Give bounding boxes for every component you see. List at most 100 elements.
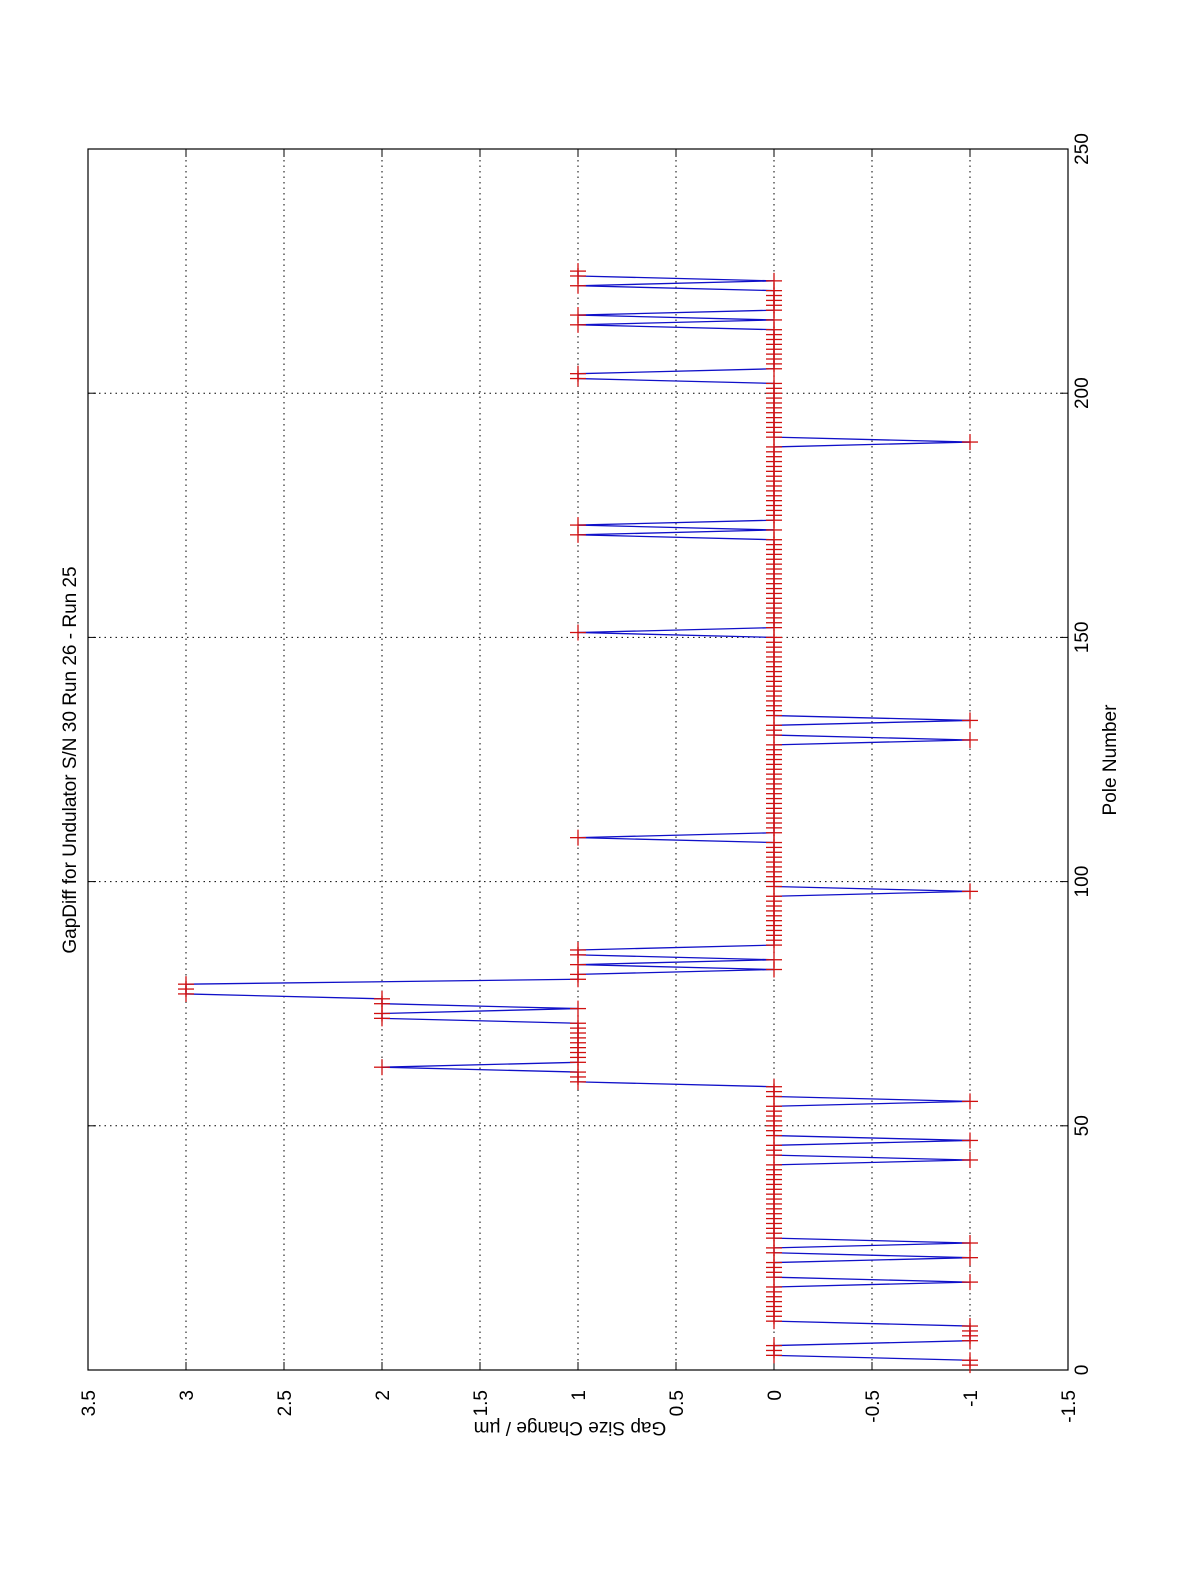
series-segment	[577, 309, 775, 316]
series-segment	[577, 285, 775, 292]
data-point-marker	[766, 951, 782, 968]
data-point-marker	[570, 1015, 586, 1032]
series-segment	[773, 1159, 971, 1166]
data-point-marker	[570, 829, 586, 846]
data-point-marker	[962, 1132, 978, 1149]
gap-tick-label: 1.5	[471, 1390, 492, 1416]
data-point-marker	[570, 941, 586, 958]
data-point-marker	[570, 307, 586, 324]
pole-tick-label: 100	[1072, 866, 1093, 898]
data-point-marker	[766, 375, 782, 392]
series-segment	[773, 1095, 971, 1103]
series-segment	[773, 1242, 971, 1249]
series-segment	[577, 832, 775, 839]
data-point-marker	[570, 263, 586, 280]
data-point-marker	[962, 1235, 978, 1252]
series-segment	[185, 993, 383, 1000]
series-segment	[577, 319, 775, 326]
pole-tick-label: 50	[1072, 1115, 1093, 1136]
data-point-marker	[962, 883, 978, 900]
data-point-marker	[570, 1000, 586, 1017]
series-segment	[773, 1257, 971, 1264]
series-segment	[577, 944, 775, 951]
gap-tick-label: 0.5	[667, 1390, 688, 1416]
series-segment	[577, 963, 775, 971]
series-segment	[577, 280, 775, 287]
data-point-marker	[962, 731, 978, 748]
series-segment	[773, 436, 971, 443]
data-point-marker	[766, 1078, 782, 1095]
series-segment	[773, 714, 971, 722]
data-point-marker	[374, 990, 390, 1007]
series-segment	[577, 959, 775, 966]
series-segment	[381, 1003, 579, 1010]
data-point-marker	[374, 1059, 390, 1076]
series-markers	[178, 263, 978, 1374]
series-segment	[577, 626, 775, 634]
series-segment	[773, 1276, 971, 1283]
series-segment	[381, 1007, 579, 1015]
series-segment	[773, 890, 971, 897]
series-segment	[381, 1066, 579, 1073]
gap-tick-label: 0	[765, 1390, 786, 1401]
series-segment	[773, 1134, 971, 1142]
gap-tick-label: 3	[177, 1390, 198, 1401]
data-point-marker	[570, 365, 586, 382]
series-segment	[773, 1340, 971, 1347]
series-segment	[577, 836, 775, 844]
data-point-marker	[962, 1274, 978, 1291]
gap-tick-label: -1	[961, 1390, 982, 1407]
gap-tick-label: 2	[373, 1390, 394, 1401]
series-segment	[577, 377, 775, 385]
series-segment	[577, 524, 775, 531]
data-point-marker	[766, 272, 782, 289]
data-point-marker	[962, 1249, 978, 1266]
data-point-marker	[962, 1352, 978, 1369]
data-point-marker	[570, 517, 586, 534]
chart-title: GapDiff for Undulator S/N 30 Run 26 - Ru…	[60, 566, 81, 953]
series-segment	[773, 1281, 971, 1288]
series-segment	[577, 968, 775, 976]
data-point-marker	[570, 624, 586, 641]
series-segment	[773, 719, 971, 726]
pole-tick-label: 150	[1072, 622, 1093, 654]
data-point-marker	[962, 434, 978, 451]
series-segment	[577, 314, 775, 321]
series-segment	[577, 275, 775, 282]
series-segment	[773, 1139, 971, 1146]
series-segment	[185, 978, 579, 985]
series-segment	[773, 734, 971, 741]
series-segment	[773, 739, 971, 746]
series-segment	[381, 1017, 579, 1024]
series-segment	[381, 1061, 579, 1068]
series-segment	[773, 1100, 971, 1107]
series-segment	[577, 529, 775, 536]
data-point-marker	[962, 1318, 978, 1335]
gap-tick-label: 1	[569, 1390, 590, 1401]
series-segment	[773, 441, 971, 448]
data-point-marker	[962, 1093, 978, 1110]
gap-tick-label: -1.5	[1059, 1390, 1080, 1423]
data-point-marker	[962, 712, 978, 729]
series-segment	[577, 534, 775, 541]
series-segment	[577, 368, 775, 375]
series-segment	[577, 1081, 775, 1088]
series-segment	[773, 1237, 971, 1244]
data-point-marker	[962, 1151, 978, 1168]
series-segment	[773, 1354, 971, 1361]
gap-tick-label: 2.5	[275, 1390, 296, 1416]
series-segment	[773, 1320, 971, 1327]
gap-tick-label: -0.5	[863, 1390, 884, 1423]
y-axis-label: Gap Size Change / µm	[474, 1417, 667, 1438]
gap-tick-label: 3.5	[79, 1390, 100, 1416]
series-segment	[577, 631, 775, 639]
x-axis-label: Pole Number	[1100, 704, 1121, 816]
pole-tick-label: 250	[1072, 133, 1093, 165]
series-segment	[577, 519, 775, 526]
series-segment	[773, 885, 971, 893]
series-segment	[773, 1252, 971, 1259]
series-segment	[773, 1154, 971, 1161]
pole-tick-label: 200	[1072, 377, 1093, 409]
series-segment	[577, 324, 775, 331]
